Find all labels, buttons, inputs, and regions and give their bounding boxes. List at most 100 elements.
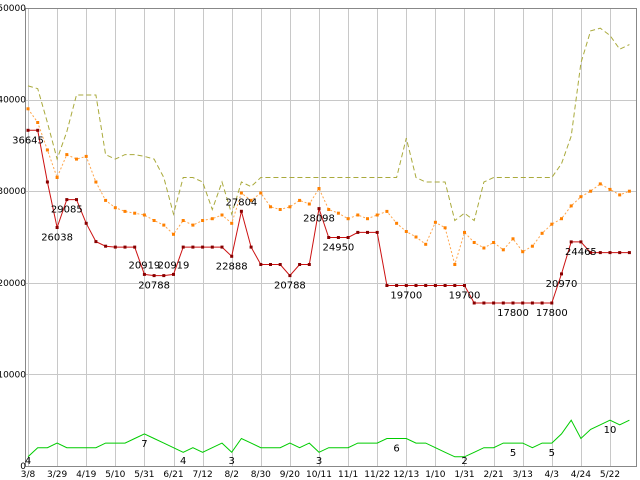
marker-dotted-orange	[404, 230, 408, 233]
data-label: 2	[461, 456, 467, 467]
marker-solid-red	[75, 198, 78, 202]
marker-dotted-orange	[366, 217, 369, 221]
marker-dotted-orange	[104, 198, 108, 202]
series-dotted-orange	[26, 107, 631, 267]
marker-solid-red	[181, 245, 185, 249]
marker-solid-red	[191, 245, 195, 249]
x-tick-label: 8/30	[251, 470, 271, 480]
marker-dotted-orange	[191, 223, 195, 227]
marker-solid-red	[366, 230, 369, 234]
x-tick-label: 12/13	[393, 470, 419, 480]
marker-dotted-orange	[172, 232, 175, 236]
marker-solid-red	[453, 284, 457, 287]
marker-solid-red	[220, 245, 224, 249]
marker-dotted-orange	[492, 241, 496, 244]
x-tick-label: 4/19	[76, 470, 96, 480]
marker-dotted-orange	[239, 191, 243, 195]
marker-solid-red	[501, 301, 505, 305]
x-tick-label: 1/31	[454, 470, 474, 480]
marker-dotted-orange	[511, 237, 515, 241]
marker-solid-red	[201, 245, 205, 249]
marker-dotted-orange	[336, 211, 340, 215]
marker-dotted-orange	[433, 220, 437, 224]
data-label: 27804	[225, 197, 257, 208]
marker-solid-red	[569, 240, 573, 244]
x-tick-label: 4/24	[571, 470, 591, 480]
marker-solid-red	[26, 128, 30, 132]
marker-dotted-orange	[579, 195, 583, 199]
marker-solid-red	[298, 263, 302, 266]
data-label: 4	[180, 456, 186, 467]
x-tick-label: 2/21	[483, 470, 503, 480]
marker-dotted-orange	[317, 187, 321, 190]
marker-dotted-orange	[385, 209, 389, 213]
marker-dotted-orange	[501, 248, 505, 252]
marker-dotted-orange	[84, 154, 88, 158]
marker-solid-red	[511, 301, 515, 305]
marker-dotted-orange	[608, 187, 612, 191]
y-tick-label: 10000	[0, 370, 26, 380]
data-label: 20919	[158, 260, 190, 271]
x-tick-label: 5/31	[134, 470, 154, 480]
data-label: 24950	[322, 243, 354, 254]
marker-solid-red	[133, 245, 137, 249]
marker-dotted-orange	[375, 213, 379, 217]
marker-solid-red	[608, 251, 612, 255]
marker-dotted-orange	[259, 191, 263, 195]
marker-solid-red	[356, 230, 360, 234]
marker-dotted-orange	[94, 180, 98, 184]
x-tick-label: 5/10	[105, 470, 125, 480]
marker-dotted-orange	[530, 244, 534, 248]
marker-dotted-orange	[113, 206, 117, 210]
marker-solid-red	[492, 301, 496, 305]
data-label: 36645	[12, 135, 44, 146]
data-label: 20970	[546, 279, 578, 290]
marker-solid-red	[230, 254, 234, 258]
x-tick-label: 1/10	[425, 470, 445, 480]
marker-dotted-orange	[598, 182, 602, 186]
x-tick-label: 3/13	[513, 470, 533, 480]
x-tick-label: 10/11	[306, 470, 332, 480]
marker-dotted-orange	[162, 223, 166, 227]
y-tick-label: 30000	[0, 187, 26, 197]
marker-dotted-orange	[142, 213, 146, 217]
marker-dotted-orange	[414, 235, 418, 239]
marker-dotted-orange	[540, 231, 544, 235]
series-dashed-olive	[27, 27, 630, 222]
marker-solid-red	[288, 274, 292, 278]
y-axis-labels: 0 10000 20000 30000 40000 50000	[0, 4, 26, 472]
marker-solid-red	[123, 245, 127, 249]
data-label: 10	[604, 425, 617, 436]
marker-solid-red	[482, 301, 486, 305]
marker-solid-red	[113, 245, 117, 249]
marker-dotted-orange	[278, 208, 282, 211]
marker-solid-red	[404, 284, 408, 287]
marker-dotted-orange	[181, 219, 185, 222]
marker-dotted-orange	[75, 157, 78, 161]
marker-solid-red	[162, 274, 166, 278]
x-axis-labels: 3/8 3/29 4/19 5/10 5/31 6/21 7/12 8/2 8/30 9/20 10…	[21, 470, 620, 480]
marker-solid-red	[395, 284, 399, 287]
marker-solid-red	[540, 301, 544, 305]
marker-solid-red	[521, 301, 525, 305]
marker-solid-red	[589, 251, 593, 255]
marker-dotted-orange	[210, 217, 214, 221]
marker-dotted-orange	[521, 250, 525, 254]
marker-dotted-orange	[569, 204, 573, 208]
marker-solid-red	[307, 263, 311, 266]
data-label: 26038	[41, 233, 73, 244]
marker-dotted-orange	[453, 263, 457, 266]
marker-solid-red	[472, 301, 476, 305]
marker-solid-red	[152, 274, 156, 278]
marker-solid-red	[45, 180, 49, 184]
marker-dotted-orange	[627, 189, 631, 193]
y-tick-label: 0	[20, 462, 26, 472]
data-label: 5	[510, 448, 516, 459]
series-solid-green	[27, 419, 630, 458]
y-tick-label: 20000	[0, 279, 26, 289]
data-label: 3	[229, 456, 235, 467]
marker-dotted-orange	[123, 209, 127, 213]
x-tick-label: 6/21	[163, 470, 183, 480]
data-label: 22888	[216, 261, 248, 272]
